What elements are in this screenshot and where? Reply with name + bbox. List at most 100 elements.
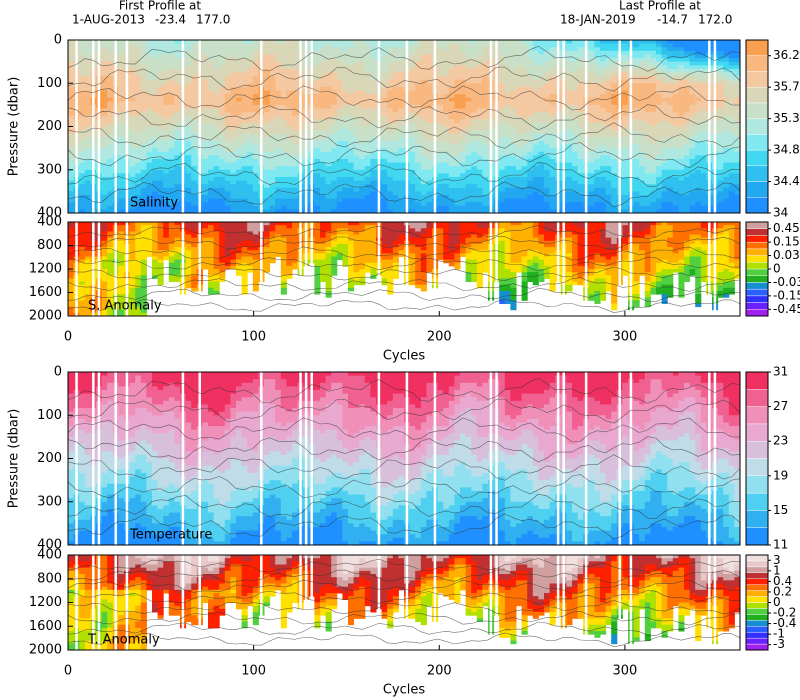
contour-fill	[230, 589, 237, 594]
contour-fill	[107, 237, 114, 248]
contour-fill	[521, 372, 528, 395]
contour-fill	[269, 583, 276, 591]
contour-fill	[650, 523, 657, 546]
y-axis-label: Pressure (dbar)	[7, 77, 22, 177]
contour-fill	[689, 487, 696, 503]
contour-fill	[572, 72, 579, 91]
contour-fill	[118, 122, 125, 138]
contour-fill	[532, 166, 539, 178]
contour-fill	[348, 104, 355, 117]
contour-fill	[224, 40, 231, 59]
y-tick-label: 300	[37, 494, 62, 509]
contour-fill	[331, 512, 338, 546]
contour-fill	[163, 250, 170, 257]
contour-fill	[476, 54, 483, 66]
contour-fill	[499, 54, 506, 84]
contour-fill	[538, 426, 545, 452]
contour-fill	[577, 158, 584, 174]
contour-fill	[275, 90, 282, 106]
contour-fill	[241, 43, 248, 59]
contour-fill	[213, 269, 220, 276]
contour-fill	[644, 222, 651, 229]
contour-fill	[275, 440, 282, 452]
contour-fill	[734, 577, 741, 588]
contour-fill	[538, 567, 545, 600]
contour-fill	[454, 222, 461, 245]
contour-fill	[364, 140, 371, 156]
contour-fill	[510, 90, 517, 109]
contour-fill	[241, 516, 248, 532]
contour-fill	[129, 589, 136, 594]
contour-fill	[544, 133, 551, 146]
contour-fill	[700, 250, 707, 283]
contour-fill	[387, 90, 394, 109]
contour-fill	[107, 382, 114, 402]
contour-fill	[667, 262, 674, 270]
contour-fill	[521, 558, 528, 565]
contour-fill	[426, 586, 433, 594]
contour-fill	[622, 158, 629, 178]
contour-fill	[544, 605, 551, 613]
contour-fill	[588, 205, 595, 214]
contour-fill	[219, 176, 226, 189]
contour-fill	[174, 40, 181, 45]
contour-fill	[448, 476, 455, 506]
contour-fill	[572, 281, 579, 286]
contour-fill	[320, 411, 327, 434]
colorbar-tick-label: -0.2	[773, 606, 796, 620]
contour-fill	[639, 61, 646, 70]
contour-fill	[140, 408, 147, 427]
contour-fill	[247, 40, 254, 45]
contour-fill	[700, 108, 707, 120]
contour-fill	[594, 400, 601, 416]
contour-fill	[734, 259, 741, 270]
contour-fill	[532, 256, 539, 264]
contour-fill	[152, 137, 159, 149]
contour-fill	[208, 90, 215, 109]
contour-fill	[409, 184, 416, 200]
contour-fill	[135, 589, 142, 607]
contour-fill	[118, 440, 125, 459]
contour-fill	[633, 237, 640, 245]
contour-fill	[460, 94, 467, 109]
contour-fill	[443, 558, 450, 565]
contour-fill	[695, 140, 702, 156]
contour-fill	[107, 589, 114, 603]
contour-fill	[678, 265, 685, 273]
contour-fill	[398, 108, 405, 120]
contour-fill	[538, 234, 545, 245]
contour-fill	[129, 596, 136, 613]
contour-fill	[532, 519, 539, 535]
contour-fill	[241, 555, 248, 562]
contour-fill	[168, 158, 175, 171]
contour-fill	[415, 490, 422, 506]
missing-profile	[433, 40, 437, 213]
contour-fill	[521, 281, 528, 301]
contour-fill	[392, 240, 399, 248]
contour-fill	[622, 372, 629, 384]
contour-fill	[437, 426, 444, 441]
contour-fill	[359, 222, 366, 232]
contour-fill	[678, 508, 685, 524]
contour-fill	[370, 269, 377, 276]
contour-fill	[213, 68, 220, 95]
missing-profile	[405, 40, 409, 213]
contour-fill	[135, 275, 142, 289]
contour-fill	[202, 574, 209, 581]
contour-fill	[723, 397, 730, 423]
missing-profile	[75, 372, 78, 545]
contour-fill	[185, 222, 192, 229]
contour-fill	[656, 426, 663, 441]
contour-fill	[667, 411, 674, 431]
contour-fill	[633, 68, 640, 77]
contour-fill	[292, 262, 299, 270]
contour-fill	[728, 225, 735, 264]
contour-fill	[292, 555, 299, 562]
contour-fill	[544, 40, 551, 52]
contour-fill	[734, 469, 741, 503]
contour-fill	[101, 375, 108, 391]
contour-fill	[79, 259, 86, 264]
contour-fill	[678, 259, 685, 267]
contour-fill	[331, 429, 338, 456]
contour-fill	[79, 596, 86, 619]
